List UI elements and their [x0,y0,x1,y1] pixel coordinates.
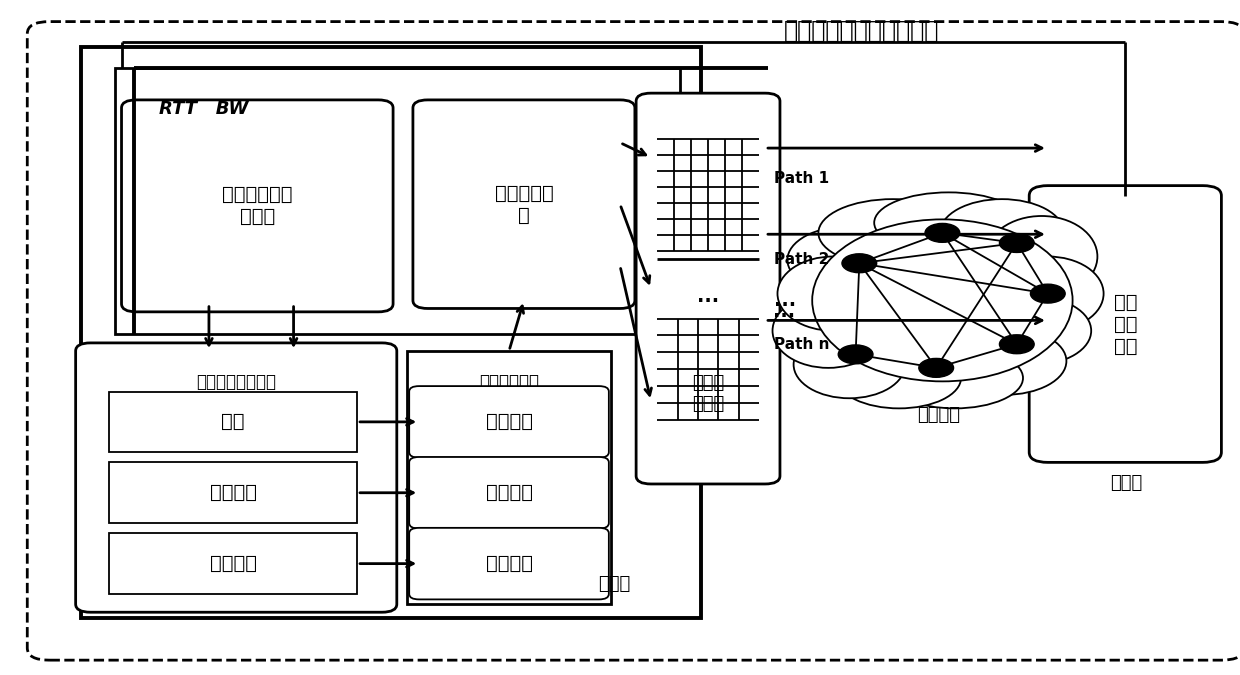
Ellipse shape [980,297,1091,364]
Circle shape [999,335,1034,354]
Ellipse shape [818,199,967,267]
Text: 发送缓
存模块: 发送缓 存模块 [692,374,724,413]
Text: 车载网络: 车载网络 [918,406,960,424]
FancyBboxPatch shape [409,386,609,458]
Text: 重传政策: 重传政策 [486,483,532,502]
Circle shape [842,254,877,273]
Bar [109,462,357,523]
Bar [115,68,680,334]
Text: 数据分发模
块: 数据分发模 块 [495,184,553,225]
Ellipse shape [986,216,1097,297]
Text: 接收端: 接收端 [1110,474,1142,491]
Text: 路径切换: 路径切换 [486,554,532,573]
Circle shape [1030,284,1065,303]
Ellipse shape [992,256,1104,331]
FancyBboxPatch shape [1029,186,1221,462]
Bar [109,533,357,594]
Text: 路径可靠性判
断模块: 路径可靠性判 断模块 [222,186,293,226]
Ellipse shape [887,348,1023,408]
Text: ...: ... [697,287,719,306]
Text: 传输策略模块: 传输策略模块 [479,373,539,391]
Text: 发送端: 发送端 [598,575,630,593]
Bar [407,351,611,604]
FancyBboxPatch shape [27,22,1240,660]
FancyBboxPatch shape [122,100,393,312]
Text: Path n: Path n [774,337,830,352]
FancyBboxPatch shape [636,93,780,484]
Text: RTT   BW: RTT BW [159,101,248,118]
Ellipse shape [794,331,905,398]
Ellipse shape [837,348,961,408]
Text: ...: ... [774,291,796,310]
Ellipse shape [874,192,1023,253]
Text: 接收
缓存
模块: 接收 缓存 模块 [1114,292,1137,356]
Text: 随机丢包: 随机丢包 [210,483,257,502]
Circle shape [919,358,954,377]
Text: 不可丢弃的选择确认机制: 不可丢弃的选择确认机制 [784,18,940,43]
Ellipse shape [787,226,911,294]
Ellipse shape [942,327,1066,395]
Ellipse shape [812,219,1073,381]
FancyBboxPatch shape [413,100,635,308]
Circle shape [925,223,960,242]
Text: Path 2: Path 2 [774,252,830,267]
Text: 拥塞: 拥塞 [222,412,244,431]
FancyBboxPatch shape [409,457,609,529]
Ellipse shape [773,294,884,368]
Text: 丢包差异判断模块: 丢包差异判断模块 [196,373,277,391]
Text: 拥塞控制: 拥塞控制 [486,412,532,431]
Text: Path 1: Path 1 [774,171,828,186]
FancyBboxPatch shape [409,528,609,599]
Ellipse shape [940,199,1064,267]
Bar [109,392,357,452]
Circle shape [999,234,1034,252]
Text: 链路中断: 链路中断 [210,554,257,573]
Circle shape [838,345,873,364]
FancyBboxPatch shape [76,343,397,612]
Ellipse shape [777,256,889,331]
Text: ...: ... [773,302,795,321]
Bar [81,47,701,618]
